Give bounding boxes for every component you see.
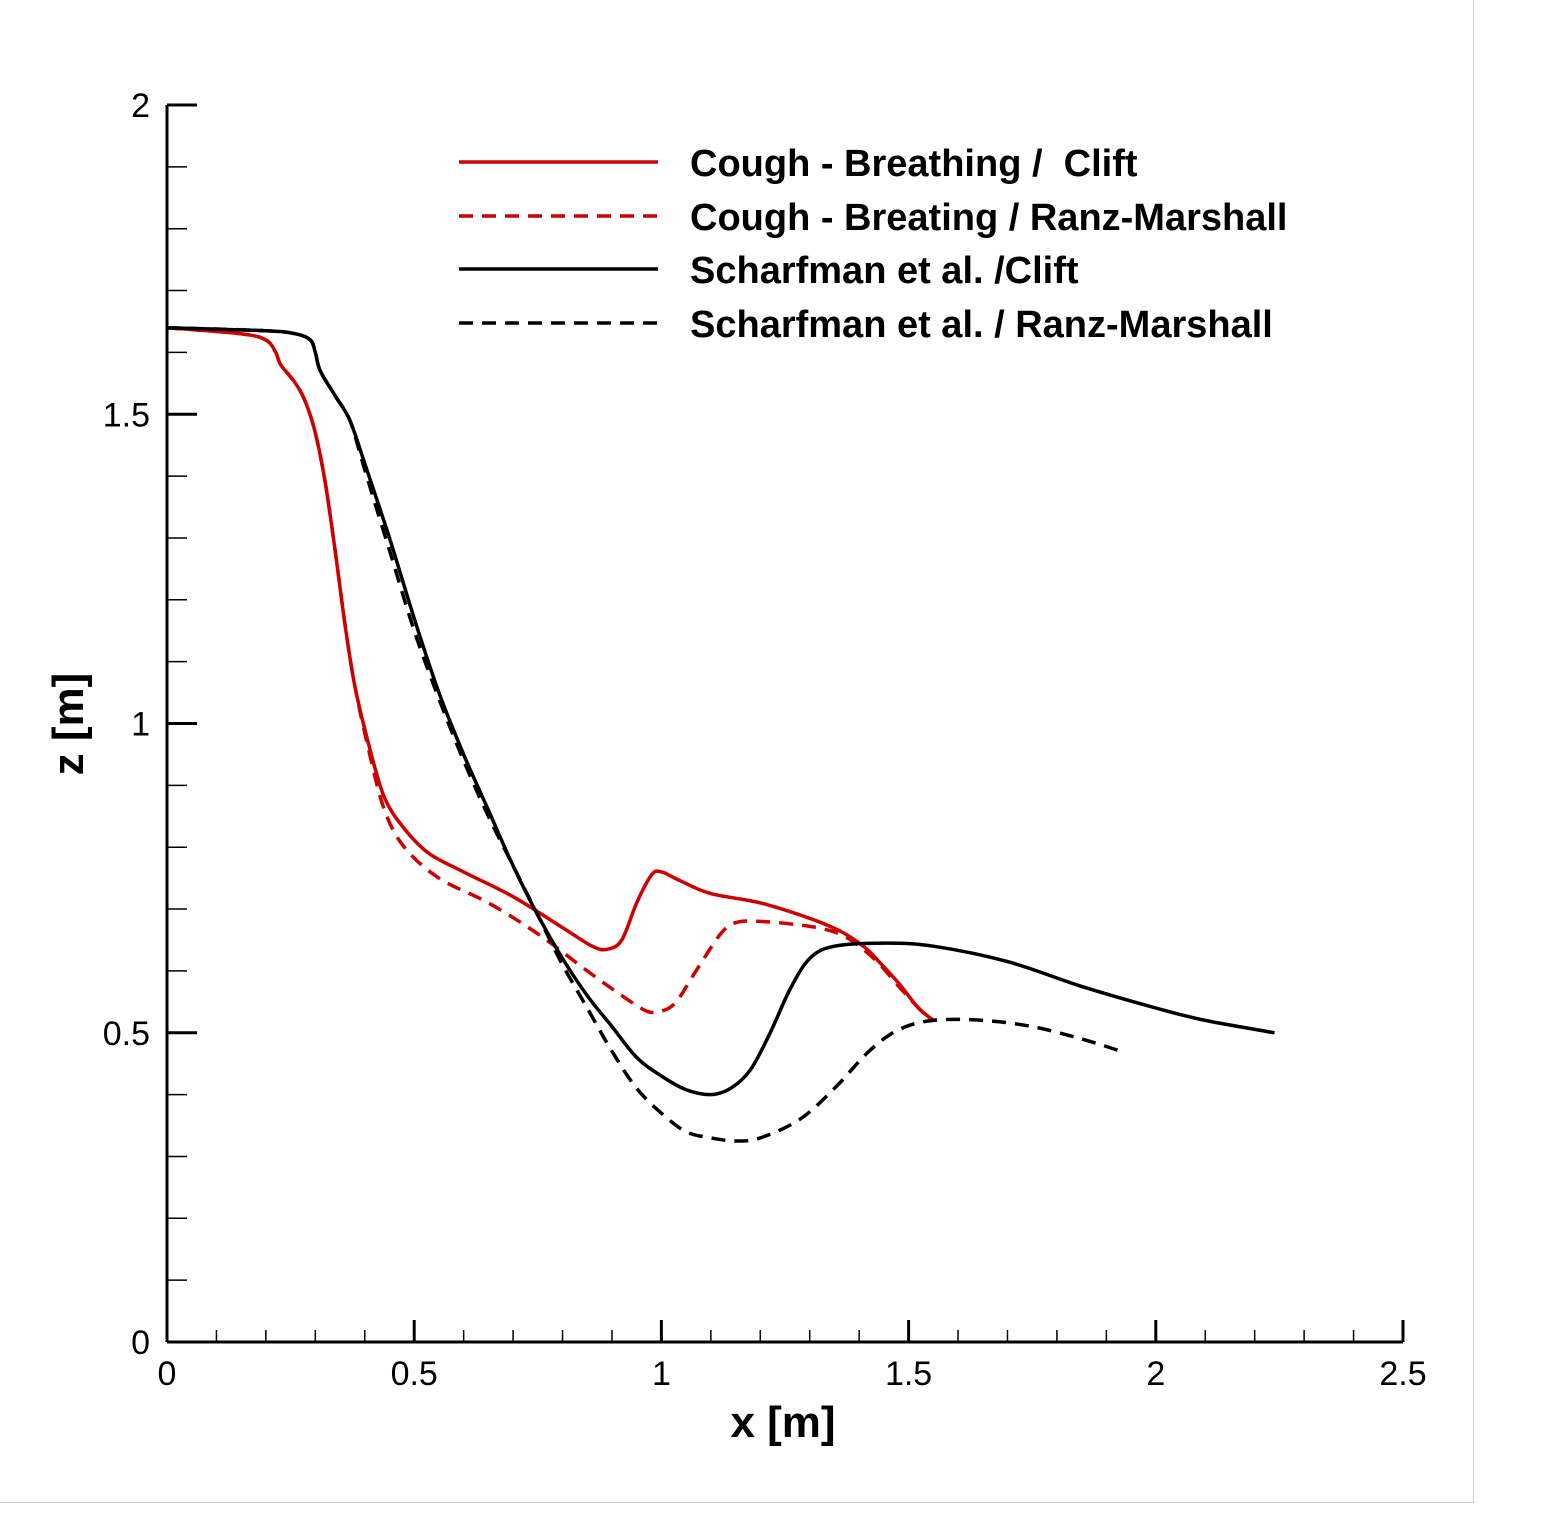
axes: 0 0.5 1 1.5 2 2.5 0 0.5 1 1.5 2 — [103, 87, 1427, 1393]
legend-label: Scharfman et al. / Ranz-Marshall — [690, 304, 1273, 346]
x-tick-label: 0.5 — [391, 1355, 438, 1393]
series-line-4 — [166, 325, 1122, 1143]
y-tick-label: 0.5 — [103, 1015, 150, 1053]
series-line-3 — [166, 325, 1275, 1097]
series-line-2 — [166, 325, 935, 1022]
series-line-1 — [166, 325, 935, 1022]
x-tick-label: 1 — [652, 1355, 671, 1393]
legend-label: Cough - Breathing / Clift — [690, 143, 1138, 185]
x-axis-title: x [m] — [730, 1398, 835, 1447]
x-tick-label: 0 — [158, 1355, 177, 1393]
y-axis-title: z [m] — [44, 673, 93, 776]
y-tick-label: 0 — [131, 1324, 150, 1362]
x-tick-label: 2 — [1146, 1355, 1165, 1393]
legend-label: Cough - Breating / Ranz-Marshall — [690, 197, 1287, 239]
legend: Cough - Breathing / Clift Cough - Breatin… — [459, 143, 1287, 346]
x-tick-label: 1.5 — [885, 1355, 932, 1393]
figure-frame — [0, 0, 1474, 1503]
y-tick-label: 1.5 — [103, 396, 150, 434]
y-tick-label: 1 — [131, 706, 150, 744]
y-tick-label: 2 — [131, 87, 150, 125]
legend-label: Scharfman et al. /Clift — [690, 250, 1079, 292]
series-layer — [166, 325, 1275, 1143]
x-tick-label: 2.5 — [1379, 1355, 1426, 1393]
